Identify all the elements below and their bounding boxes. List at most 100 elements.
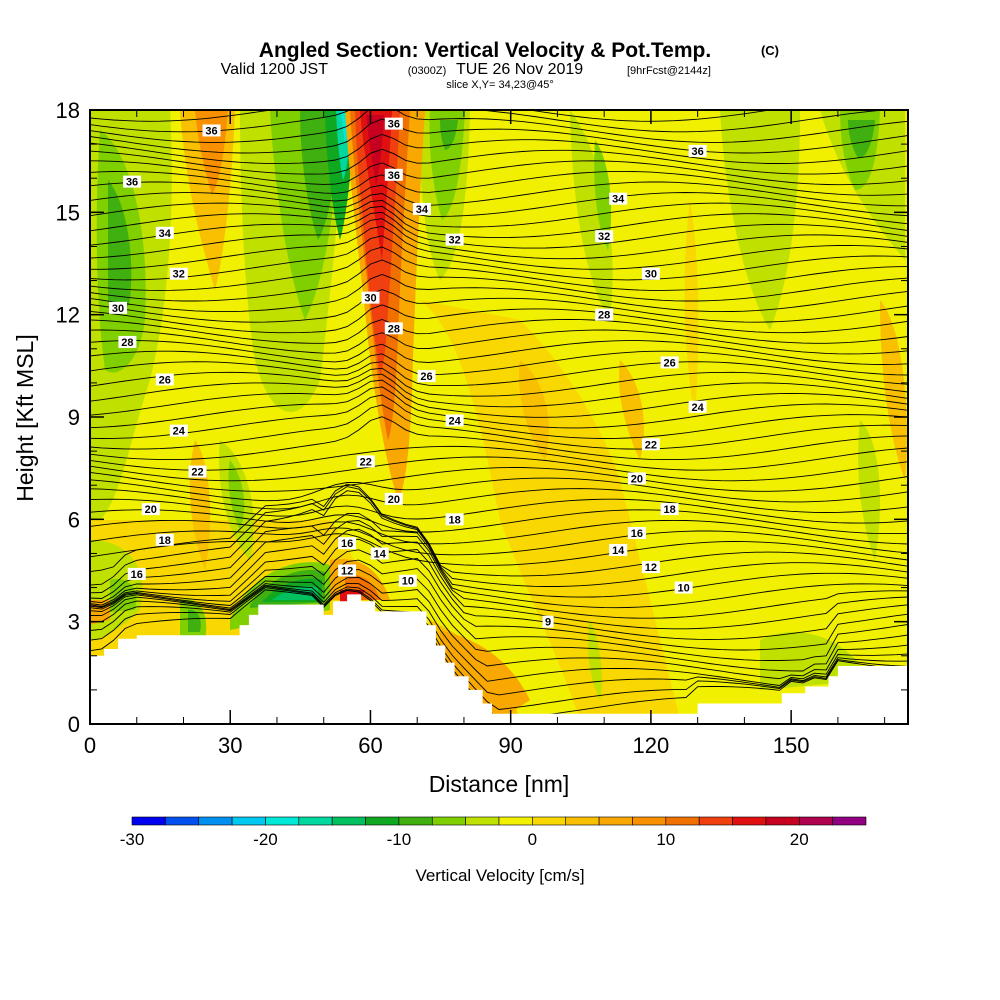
colorbar-swatch bbox=[765, 816, 800, 826]
theta-contour-line bbox=[90, 509, 908, 535]
theta-contour-line bbox=[90, 235, 908, 281]
theta-contour-line bbox=[90, 528, 908, 630]
theta-label-box bbox=[417, 370, 436, 383]
theta-label: 26 bbox=[159, 374, 171, 386]
theta-label-box bbox=[445, 414, 464, 427]
velocity-region bbox=[594, 140, 612, 250]
colorbar-swatch bbox=[632, 816, 667, 826]
theta-label: 30 bbox=[112, 303, 124, 315]
theta-contour-line bbox=[90, 373, 908, 408]
velocity-region bbox=[720, 110, 800, 330]
theta-contour-line bbox=[90, 329, 908, 355]
theta-contour-line bbox=[90, 582, 908, 686]
theta-label-box bbox=[169, 424, 188, 437]
theta-label: 22 bbox=[360, 456, 372, 468]
y-tick-label: 3 bbox=[68, 610, 80, 635]
theta-contour-line bbox=[90, 416, 908, 461]
theta-contour-line bbox=[90, 148, 908, 175]
x-tick-label: 150 bbox=[773, 733, 810, 758]
theta-contour-line bbox=[90, 498, 908, 524]
colorbar-tick-label: -30 bbox=[120, 830, 145, 849]
x-tick-label: 90 bbox=[498, 733, 522, 758]
theta-contour-line bbox=[90, 386, 908, 429]
theta-label: 36 bbox=[388, 170, 400, 182]
velocity-region bbox=[366, 115, 384, 185]
theta-contour-line bbox=[90, 486, 908, 587]
velocity-region bbox=[848, 120, 875, 159]
theta-label: 12 bbox=[645, 562, 657, 574]
theta-label-box bbox=[155, 373, 174, 386]
theta-label-box bbox=[660, 503, 679, 516]
x-axis: 0 30 60 90 120 150 bbox=[84, 110, 886, 758]
plot-area: 36 36 36 36 36 34 34 34 32 32 32 30 30 30 28 28 28 26 26 26… bbox=[90, 110, 908, 724]
theta-label-box bbox=[123, 175, 142, 188]
theta-label-box bbox=[609, 192, 628, 205]
theta-label-box bbox=[356, 455, 375, 468]
theta-contour-line bbox=[90, 445, 908, 471]
y-tick-label: 9 bbox=[68, 405, 80, 430]
theta-label-box bbox=[202, 124, 221, 137]
theta-label: 24 bbox=[448, 415, 461, 427]
subtitle-forecast: [9hrFcst@2144z] bbox=[627, 65, 711, 77]
theta-label: 34 bbox=[416, 204, 429, 216]
theta-label: 16 bbox=[341, 538, 353, 550]
y-tick-label: 0 bbox=[68, 712, 80, 737]
theta-contour-line bbox=[90, 118, 908, 154]
colorbar-label: Vertical Velocity [cm/s] bbox=[415, 866, 584, 885]
theta-label: 20 bbox=[145, 504, 157, 516]
colorbar-swatch bbox=[832, 816, 867, 826]
theta-contour-line bbox=[90, 350, 908, 376]
theta-label-box bbox=[384, 322, 403, 335]
theta-label: 36 bbox=[205, 125, 217, 137]
theta-label: 18 bbox=[448, 514, 460, 526]
colorbar-swatch bbox=[298, 816, 333, 826]
theta-label-box bbox=[118, 335, 137, 348]
chart-title-units: (C) bbox=[761, 43, 779, 58]
theta-contours bbox=[90, 110, 908, 720]
theta-contour-line bbox=[90, 404, 908, 450]
theta-label-box bbox=[169, 267, 188, 280]
theta-contour-line bbox=[90, 199, 908, 228]
theta-label-box bbox=[370, 547, 389, 560]
theta-label: 14 bbox=[374, 548, 387, 560]
x-tick-label: 120 bbox=[633, 733, 670, 758]
theta-contour-line bbox=[90, 110, 908, 143]
colorbar-swatch bbox=[431, 816, 466, 826]
colorbar-swatch bbox=[532, 816, 567, 826]
theta-label-box bbox=[688, 400, 707, 413]
theta-label-box bbox=[384, 168, 403, 181]
subtitle-valid: Valid 1200 JST bbox=[221, 61, 329, 78]
theta-contour-line bbox=[90, 304, 908, 334]
theta-label: 20 bbox=[631, 473, 643, 485]
colorbar: -30 -20 -10 0 10 20 bbox=[120, 816, 867, 849]
theta-contour-line bbox=[90, 483, 908, 577]
colorbar-tick-label: 0 bbox=[528, 830, 537, 849]
colorbar-tick-label: -20 bbox=[253, 830, 278, 849]
theta-label: 34 bbox=[612, 194, 625, 206]
velocity-region bbox=[588, 620, 602, 700]
theta-label-box bbox=[674, 581, 693, 594]
theta-label: 30 bbox=[645, 269, 657, 281]
theta-contour-line bbox=[90, 477, 908, 503]
theta-label: 22 bbox=[645, 439, 657, 451]
colorbar-swatch bbox=[398, 816, 433, 826]
theta-contour-line bbox=[90, 289, 908, 323]
theta-contour-line bbox=[90, 110, 890, 133]
colorbar-swatch bbox=[198, 816, 233, 826]
theta-contour-line bbox=[90, 133, 908, 165]
theta-contour-line bbox=[90, 110, 773, 122]
theta-contour-line bbox=[90, 512, 908, 609]
theta-contour-line bbox=[90, 225, 908, 270]
theta-label-box bbox=[127, 567, 146, 580]
theta-label: 24 bbox=[692, 402, 705, 414]
velocity-region bbox=[619, 360, 644, 460]
theta-contour-line bbox=[90, 467, 908, 492]
theta-contour-line bbox=[90, 205, 908, 239]
theta-label-box bbox=[155, 533, 174, 546]
theta-label: 28 bbox=[388, 323, 400, 335]
colorbar-swatch bbox=[565, 816, 600, 826]
theta-contour-line bbox=[90, 318, 908, 344]
x-axis-label: Distance [nm] bbox=[429, 771, 570, 797]
